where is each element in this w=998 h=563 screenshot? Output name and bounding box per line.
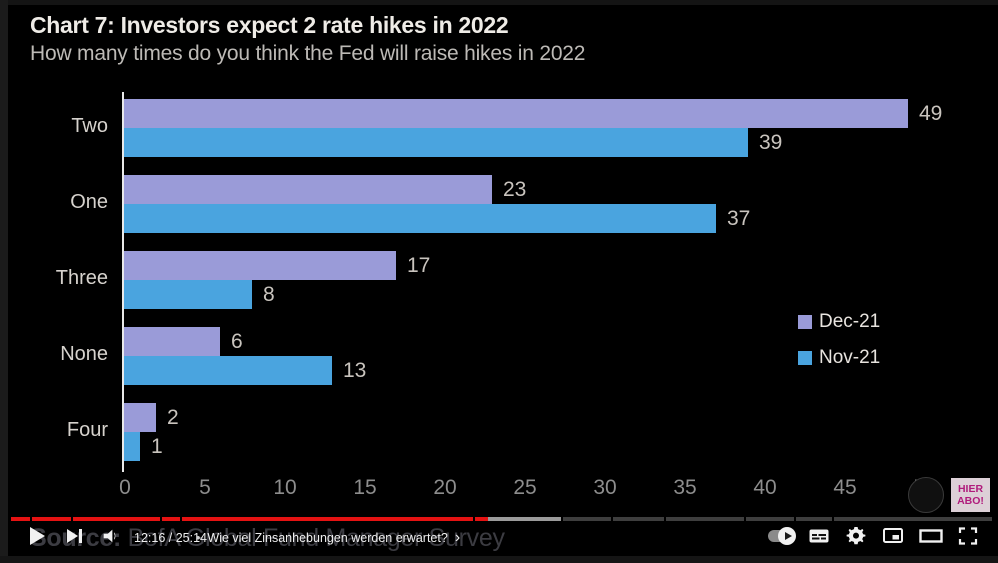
chapter-button[interactable]: • Wie viel Zinsanhebungen werden erwarte… [196,529,461,546]
chapter-separator: • [196,531,201,545]
theater-button[interactable] [917,525,945,547]
volume-icon [103,529,116,543]
x-tick-label-40: 40 [753,476,777,499]
play-button[interactable] [26,525,48,547]
seek-played-segment [72,517,160,521]
channel-watermark[interactable] [908,477,944,513]
bar-nov-21-none [124,356,332,385]
play-icon [29,527,45,545]
legend-item-dec-21: Dec-21 [798,311,880,333]
next-icon [66,529,82,543]
autoplay-toggle-icon [768,527,796,545]
time-display: 12:16 / 25:14 [134,531,207,545]
seek-chapter-segment[interactable] [563,517,612,521]
subscribe-badge-line2: ABO! [957,495,984,507]
bar-dec-21-three [124,251,396,280]
value-label-dec-21-four: 2 [167,406,179,429]
value-label-nov-21-four: 1 [151,435,163,458]
subtitles-icon [809,529,829,543]
value-label-nov-21-two: 39 [759,131,783,154]
bar-nov-21-three [124,280,252,309]
bar-nov-21-two [124,128,748,157]
subtitles-button[interactable] [806,525,832,547]
theater-icon [919,529,943,543]
category-label-one: One [70,191,108,213]
seek-played-segment [475,517,488,521]
seek-chapter-segment[interactable] [745,517,794,521]
seek-chapter-segment[interactable] [666,517,744,521]
letterbox-left [0,0,8,563]
y-axis-line [122,92,124,472]
subscribe-badge[interactable]: HIER ABO! [951,478,990,512]
next-button[interactable] [62,525,86,547]
seek-buffered-segment [475,517,561,521]
legend-label-nov-21: Nov-21 [819,347,881,368]
legend-item-nov-21: Nov-21 [798,347,880,369]
seek-chapter-segment[interactable] [833,517,992,521]
seek-chapter-segment[interactable] [795,517,832,521]
bar-dec-21-two [124,99,908,128]
category-label-none: None [60,343,108,365]
x-tick-label-45: 45 [833,476,857,499]
bar-dec-21-one [124,175,492,204]
seek-chapter-segment[interactable] [613,517,664,521]
chart-source: Source: BofA Global Fund Manager Survey [30,524,505,553]
gear-icon [846,527,866,545]
autoplay-toggle[interactable] [766,527,796,545]
value-label-nov-21-one: 37 [727,207,751,230]
value-label-nov-21-none: 13 [343,359,367,382]
legend-swatch-nov-21 [798,351,812,365]
bar-dec-21-none [124,327,220,356]
miniplayer-button[interactable] [880,525,906,547]
settings-button[interactable] [843,524,869,548]
x-tick-label-25: 25 [513,476,537,499]
x-tick-label-5: 5 [199,476,211,499]
chart-title: Chart 7: Investors expect 2 rate hikes i… [30,12,509,38]
player-controls-right [0,523,998,556]
chart-subtitle: How many times do you think the Fed will… [30,42,586,65]
subscribe-badge-line1: HIER [957,483,984,495]
seek-bar[interactable] [11,517,992,521]
letterbox-bottom [0,556,998,563]
category-label-three: Three [55,267,108,289]
value-label-dec-21-none: 6 [231,330,243,353]
category-label-four: Four [66,419,108,441]
x-tick-label-20: 20 [433,476,457,499]
fullscreen-button[interactable] [955,525,981,547]
chapter-title: Wie viel Zinsanhebungen werden erwartet? [207,531,448,545]
volume-button[interactable] [99,525,123,547]
x-tick-label-0: 0 [119,476,131,499]
x-tick-label-15: 15 [353,476,377,499]
value-label-dec-21-two: 49 [919,102,943,125]
chapter-chevron-icon: › [454,529,461,546]
seek-played-segment [31,517,71,521]
x-tick-label-30: 30 [593,476,617,499]
seek-played-segment [161,517,180,521]
value-label-nov-21-three: 8 [263,283,275,306]
value-label-dec-21-one: 23 [503,178,527,201]
seek-played-segment [11,517,30,521]
legend-swatch-dec-21 [798,315,812,329]
fullscreen-icon [958,527,978,545]
miniplayer-icon [883,528,903,543]
x-tick-label-10: 10 [273,476,297,499]
player-controls [0,523,998,556]
category-label-two: Two [71,115,108,137]
bar-nov-21-four [124,432,140,461]
chart-source-text: BofA Global Fund Manager Survey [127,524,505,552]
x-tick-label-35: 35 [673,476,697,499]
bar-nov-21-one [124,204,716,233]
legend-label-dec-21: Dec-21 [819,311,881,332]
bar-dec-21-four [124,403,156,432]
seek-played-segment [181,517,473,521]
letterbox-top [8,0,998,5]
value-label-dec-21-three: 17 [407,254,431,277]
